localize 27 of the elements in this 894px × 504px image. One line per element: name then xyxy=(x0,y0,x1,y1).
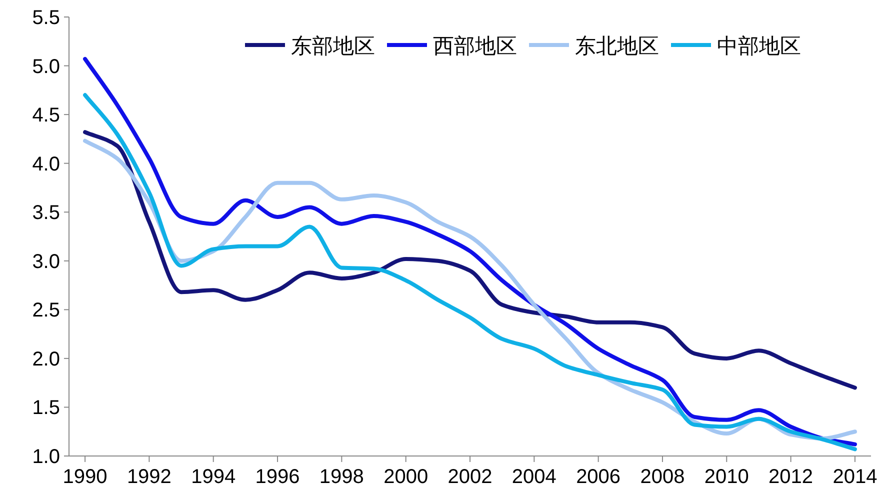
y-tick-label: 4.0 xyxy=(32,153,60,176)
legend-label: 西部地区 xyxy=(433,35,517,58)
x-tick-label: 2004 xyxy=(512,466,556,488)
x-tick-label: 2012 xyxy=(768,466,814,488)
x-tick-label: 1994 xyxy=(191,466,236,488)
legend-label: 东北地区 xyxy=(575,35,659,58)
y-tick-label: 2.0 xyxy=(32,348,60,370)
x-tick-label: 2006 xyxy=(576,466,621,488)
y-tick-label: 1.5 xyxy=(32,397,60,420)
x-tick-label: 1990 xyxy=(62,466,108,488)
x-tick-label: 2008 xyxy=(640,466,685,488)
y-tick-label: 3.5 xyxy=(32,202,60,224)
x-tick-label: 2010 xyxy=(704,466,749,488)
y-tick-label: 5.0 xyxy=(32,56,60,78)
y-tick-label: 2.5 xyxy=(32,300,60,322)
legend-label: 东部地区 xyxy=(291,35,375,58)
x-tick-label: 2002 xyxy=(448,466,492,488)
x-tick-label: 1992 xyxy=(126,466,172,488)
legend-label: 中部地区 xyxy=(717,35,801,58)
x-tick-label: 2014 xyxy=(832,466,878,488)
x-tick-label: 1996 xyxy=(255,466,300,488)
y-tick-label: 5.5 xyxy=(32,7,60,29)
y-tick-label: 3.0 xyxy=(32,250,60,273)
x-tick-label: 1998 xyxy=(319,466,364,488)
y-tick-label: 4.5 xyxy=(32,104,60,127)
y-tick-label: 1.0 xyxy=(32,446,60,468)
x-tick-label: 2000 xyxy=(384,466,428,488)
